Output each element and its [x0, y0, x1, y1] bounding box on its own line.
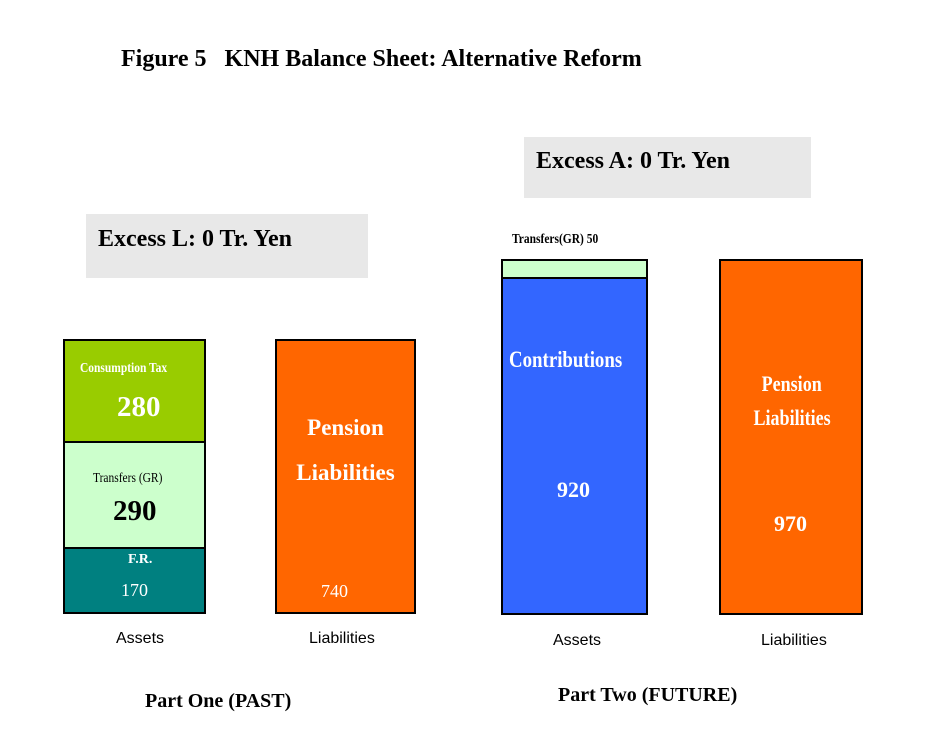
transfers-gr-label: Transfers (GR)	[93, 471, 163, 486]
fr-value: 170	[121, 580, 148, 600]
excess-a-label: Excess A: 0 Tr. Yen	[536, 148, 731, 174]
contributions-value: 920	[557, 477, 590, 502]
part-two-pension-liabilities: Pension Liabilities 970	[719, 259, 863, 615]
excess-l-box: Excess L: 0 Tr. Yen	[86, 214, 368, 278]
consumption-tax-value: 280	[117, 391, 161, 423]
transfers-gr-value: 290	[113, 495, 157, 527]
excess-a-box: Excess A: 0 Tr. Yen	[524, 137, 811, 198]
transfers-gr-segment: Transfers (GR) 290	[63, 441, 206, 549]
fr-label: F.R.	[128, 552, 153, 567]
part-two-assets-stack: Contributions 920	[501, 259, 648, 615]
figure-title: Figure 5 KNH Balance Sheet: Alternative …	[121, 46, 642, 72]
part-one-liabilities-label: Liabilities	[309, 630, 375, 647]
fr-segment: F.R. 170	[63, 547, 206, 614]
excess-l-label: Excess L: 0 Tr. Yen	[98, 226, 293, 252]
part-one-liabilities-value: 740	[321, 581, 348, 601]
consumption-tax-segment: Consumption Tax 280	[63, 339, 206, 443]
part-one-assets-stack: Consumption Tax 280 Transfers (GR) 290 F…	[63, 339, 206, 614]
part-two-assets-label: Assets	[553, 632, 602, 649]
contributions-segment: Contributions 920	[501, 277, 648, 615]
pension-label-line1: Pension	[307, 415, 384, 440]
pension-label-line1-future: Pension	[761, 371, 823, 396]
pension-label-line2-future: Liabilities	[753, 405, 831, 430]
transfers-gr-50-segment	[501, 259, 648, 279]
pension-label-line2: Liabilities	[296, 460, 395, 485]
part-one-label: Part One (PAST)	[145, 690, 292, 712]
part-one-assets-label: Assets	[116, 630, 165, 647]
part-two-liabilities-value: 970	[774, 511, 807, 536]
transfers-gr-50-label: Transfers(GR) 50	[512, 232, 599, 247]
consumption-tax-label: Consumption Tax	[80, 361, 168, 376]
part-one-pension-liabilities: Pension Liabilities 740	[275, 339, 416, 614]
part-two-liabilities-label: Liabilities	[761, 632, 827, 649]
contributions-label: Contributions	[509, 347, 623, 372]
part-two-label: Part Two (FUTURE)	[558, 684, 738, 706]
